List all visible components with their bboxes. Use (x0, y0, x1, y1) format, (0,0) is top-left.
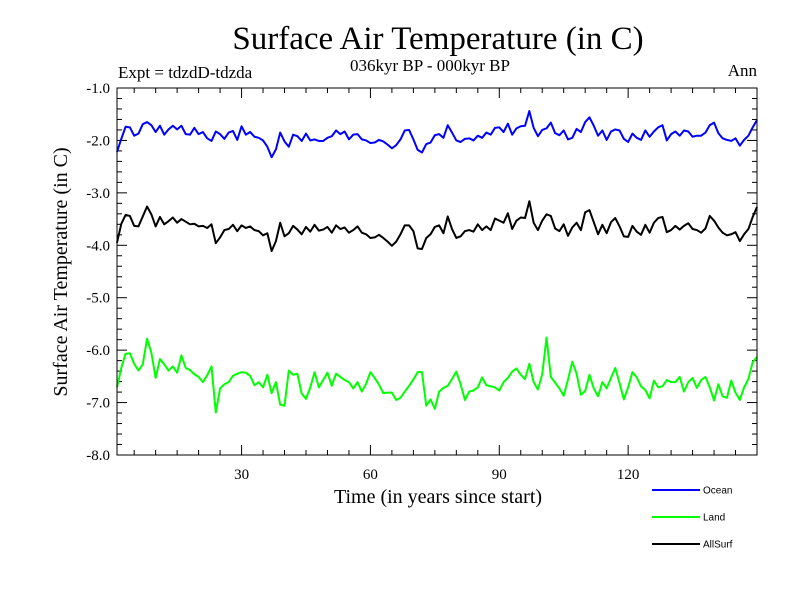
y-tick-label: -2.0 (86, 133, 110, 149)
x-tick-label: 60 (363, 467, 378, 483)
y-tick-label: -8.0 (86, 448, 110, 464)
series-lines (116, 110, 758, 414)
legend-label-ocean: Ocean (703, 486, 732, 497)
series-line-land (116, 336, 758, 414)
x-tick-labels: 30 60 90 120 (234, 467, 639, 483)
plot-frame (116, 87, 758, 456)
y-tick-label: -4.0 (86, 238, 110, 254)
series-line-ocean (116, 110, 758, 159)
x-tick-label: 90 (492, 467, 507, 483)
y-tick-label: -1.0 (86, 81, 110, 97)
series-line-allsurf (116, 200, 758, 253)
chart-subtitle: 036kyr BP - 000kyr BP (350, 56, 510, 75)
y-tick-label: -6.0 (86, 343, 110, 359)
y-tick-label: -5.0 (86, 291, 110, 307)
legend: Ocean Land AllSurf (652, 486, 733, 551)
x-tick-label: 120 (617, 467, 640, 483)
x-axis-label: Time (in years since start) (334, 486, 542, 508)
y-axis-label: Surface Air Temperature (in C) (50, 147, 72, 396)
season-label: Ann (728, 61, 758, 80)
x-tick-label: 30 (234, 467, 249, 483)
experiment-label: Expt = tdzdD-tdzda (118, 63, 253, 82)
y-tick-label: -7.0 (86, 396, 110, 412)
legend-label-allsurf: AllSurf (703, 540, 733, 551)
y-tick-labels: -1.0 -2.0 -3.0 -4.0 -5.0 -6.0 -7.0 -8.0 (86, 81, 110, 464)
legend-label-land: Land (703, 513, 725, 524)
chart-title: Surface Air Temperature (in C) (232, 21, 643, 57)
y-tick-label: -3.0 (86, 186, 110, 202)
